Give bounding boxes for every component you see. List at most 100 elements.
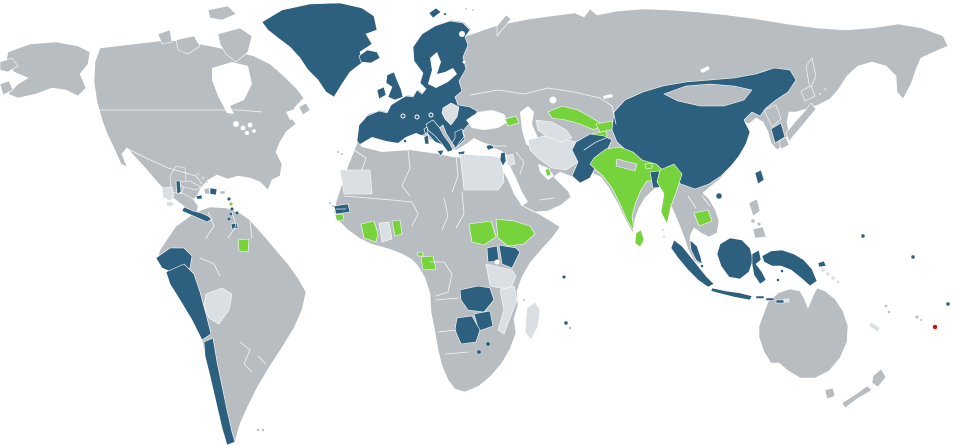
region-baffin-island <box>217 27 253 63</box>
country-solomon-islands-3 <box>830 275 836 281</box>
country-eswatini <box>485 341 491 347</box>
region-kurils-2 <box>823 87 827 91</box>
country-egypt <box>459 153 505 191</box>
region-costa-rica-panama <box>181 206 213 223</box>
region-franz-josef <box>464 7 468 11</box>
region-timor-west <box>775 299 785 304</box>
country-haiti <box>203 187 211 195</box>
country-myanmar <box>656 163 683 225</box>
region-chukotka-wrap <box>0 57 19 73</box>
region-java <box>710 287 753 301</box>
border-angola <box>435 297 459 301</box>
border-iraq-saudi <box>515 151 525 175</box>
country-zambia <box>459 285 495 313</box>
country-cambodia <box>693 209 713 227</box>
country-bhutan <box>644 162 653 170</box>
country-cape-verde-2 <box>331 204 335 208</box>
country-el-salvador <box>165 200 175 208</box>
country-philippines-luzon <box>748 198 761 217</box>
country-mauritius <box>563 320 569 326</box>
lake-ontario <box>252 129 256 133</box>
border-us-mexico <box>125 147 203 185</box>
country-italy <box>425 119 454 153</box>
border-yemen-oman <box>539 197 555 201</box>
region-kurils <box>818 92 822 96</box>
microstate-ring-3 <box>428 112 434 118</box>
country-dominican-republic <box>209 187 218 196</box>
region-andaman <box>661 228 665 232</box>
lake-baikal <box>700 66 710 73</box>
country-new-zealand-south <box>841 385 873 409</box>
country-australia <box>758 287 849 379</box>
country-japan-kyushu <box>778 136 790 150</box>
region-victoria-island <box>175 35 201 55</box>
country-seychelles <box>562 275 567 280</box>
country-mauritania <box>339 169 373 195</box>
country-bahamas-2 <box>201 176 205 180</box>
region-new-caledonia <box>868 321 881 333</box>
country-vanuatu <box>884 304 888 308</box>
country-fiji-2 <box>919 318 923 322</box>
country-japan-hokkaido <box>800 85 816 102</box>
border-venezuela-guyana <box>227 211 237 239</box>
country-north-korea <box>763 104 782 128</box>
border-turkey-syria <box>479 141 507 147</box>
country-solomon-islands <box>820 267 826 273</box>
border-morocco-algeria <box>353 149 367 171</box>
country-vanuatu-2 <box>887 310 891 314</box>
sea-hudson-bay <box>212 62 252 114</box>
country-saint-lucia <box>229 206 234 211</box>
sea-baltic <box>428 52 457 88</box>
sea-aral <box>549 96 557 104</box>
sea-gulf-st-lawrence <box>286 108 300 120</box>
border-drc <box>429 261 453 297</box>
border-russia-kazakhstan <box>469 87 613 107</box>
country-malaysia-peninsula <box>689 239 703 265</box>
country-samoa <box>945 301 951 307</box>
region-western-balkans <box>441 102 460 126</box>
country-solomon-islands-4 <box>836 280 840 284</box>
region-balearics <box>403 139 407 143</box>
border-kazakh-china <box>611 105 617 125</box>
border-sahel <box>343 195 413 203</box>
country-guinea-bissau <box>334 213 345 222</box>
country-barbados <box>234 210 239 215</box>
lake-huron <box>247 122 253 128</box>
region-canary-islands <box>336 150 340 154</box>
country-antigua <box>226 196 231 201</box>
country-lesotho <box>476 349 482 355</box>
border-afghanistan <box>583 137 607 151</box>
country-greece <box>451 128 465 149</box>
region-tasmania <box>824 387 836 400</box>
region-maluku-2 <box>780 269 784 273</box>
border-south-africa <box>445 351 469 355</box>
country-fiji <box>915 315 920 320</box>
region-canary-islands-2 <box>340 152 344 156</box>
region-south-america <box>155 206 307 446</box>
country-marshall-islands <box>910 254 916 260</box>
country-gabon <box>420 255 437 271</box>
country-comoros <box>522 298 526 302</box>
region-sardinia <box>423 134 430 145</box>
country-south-sudan <box>468 220 497 246</box>
border-laos-vietnam <box>701 195 711 207</box>
country-turkmenistan <box>535 119 573 143</box>
region-falkland-islands <box>256 428 260 432</box>
border-us-canada <box>96 109 263 113</box>
border-algeria-libya <box>401 149 411 197</box>
country-kenya <box>498 244 521 269</box>
country-georgia <box>504 115 520 127</box>
country-dominica <box>228 201 233 206</box>
region-borneo <box>716 237 754 280</box>
country-guatemala <box>161 186 175 202</box>
region-newfoundland <box>298 102 311 116</box>
country-cuba <box>175 180 202 191</box>
country-jordan <box>505 153 516 167</box>
country-sri-lanka <box>634 229 645 248</box>
region-reunion <box>568 326 572 330</box>
country-pakistan <box>571 133 613 184</box>
country-iceland <box>358 49 381 64</box>
region-new-britain <box>817 260 827 268</box>
